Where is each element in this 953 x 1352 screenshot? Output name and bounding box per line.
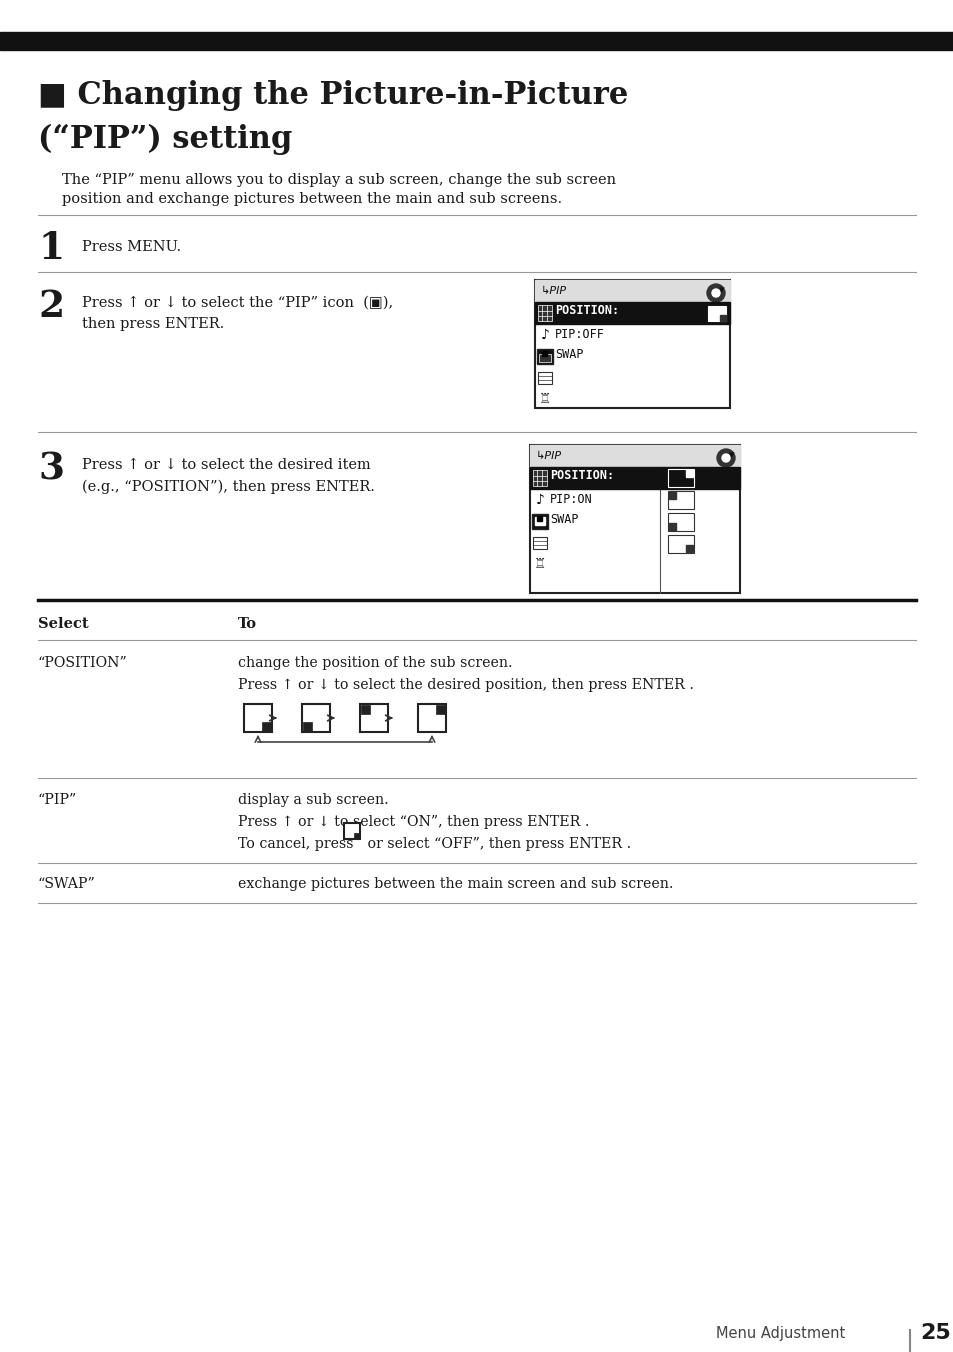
Text: Press ↑ or ↓ to select “ON”, then press ENTER .: Press ↑ or ↓ to select “ON”, then press … bbox=[237, 815, 589, 829]
Text: Press MENU.: Press MENU. bbox=[82, 241, 181, 254]
Text: ♖: ♖ bbox=[534, 557, 546, 571]
Text: ♖: ♖ bbox=[538, 392, 551, 406]
Text: PIP:ON: PIP:ON bbox=[550, 493, 592, 506]
Text: Press ↑ or ↓ to select the desired item
(e.g., “POSITION”), then press ENTER.: Press ↑ or ↓ to select the desired item … bbox=[82, 458, 375, 493]
Text: ↳PIP: ↳PIP bbox=[540, 287, 566, 296]
Bar bbox=[667, 491, 693, 508]
Text: PIP:OFF: PIP:OFF bbox=[555, 329, 604, 341]
Text: 1: 1 bbox=[38, 230, 64, 266]
Bar bbox=[303, 722, 312, 731]
Bar bbox=[667, 512, 693, 531]
Text: ▾: ▾ bbox=[729, 450, 734, 460]
Bar bbox=[668, 523, 676, 530]
Bar bbox=[530, 445, 740, 594]
Bar bbox=[532, 514, 547, 529]
Text: change the position of the sub screen.: change the position of the sub screen. bbox=[237, 656, 512, 671]
Text: POSITION:: POSITION: bbox=[555, 304, 618, 316]
Bar bbox=[354, 833, 358, 838]
Text: “PIP”: “PIP” bbox=[38, 794, 77, 807]
Text: “POSITION”: “POSITION” bbox=[38, 656, 128, 671]
Bar bbox=[668, 492, 676, 499]
Bar bbox=[244, 704, 272, 731]
Bar bbox=[537, 372, 552, 384]
Bar bbox=[537, 349, 553, 364]
Bar bbox=[530, 466, 659, 489]
Text: 25: 25 bbox=[919, 1324, 950, 1343]
Bar bbox=[359, 704, 388, 731]
Text: 3: 3 bbox=[38, 450, 64, 487]
Text: “SWAP”: “SWAP” bbox=[38, 877, 95, 891]
Bar bbox=[344, 823, 359, 840]
Bar bbox=[659, 466, 740, 489]
Bar bbox=[533, 537, 546, 549]
Text: Select: Select bbox=[38, 617, 89, 631]
Bar bbox=[667, 469, 693, 487]
Bar bbox=[720, 315, 725, 320]
Bar bbox=[417, 704, 446, 731]
Bar bbox=[538, 354, 551, 362]
Text: ♪: ♪ bbox=[536, 493, 544, 507]
Bar bbox=[535, 280, 729, 301]
Text: Press ↑ or ↓ to select the “PIP” icon  (▣),
then press ENTER.: Press ↑ or ↓ to select the “PIP” icon (▣… bbox=[82, 296, 393, 331]
Text: Menu Adjustment: Menu Adjustment bbox=[716, 1326, 844, 1341]
Circle shape bbox=[711, 289, 720, 297]
Text: Press ↑ or ↓ to select the desired position, then press ENTER .: Press ↑ or ↓ to select the desired posit… bbox=[237, 677, 693, 692]
Text: 2: 2 bbox=[38, 288, 64, 324]
Text: POSITION:: POSITION: bbox=[550, 469, 614, 483]
Bar bbox=[533, 470, 546, 485]
Bar bbox=[685, 470, 692, 477]
Text: SWAP: SWAP bbox=[550, 512, 578, 526]
Bar bbox=[535, 516, 544, 525]
Bar bbox=[685, 545, 692, 552]
Circle shape bbox=[717, 449, 734, 466]
Bar bbox=[262, 722, 271, 731]
Bar bbox=[707, 306, 725, 320]
Text: ↳PIP: ↳PIP bbox=[536, 452, 561, 461]
Text: or select “OFF”, then press ENTER .: or select “OFF”, then press ENTER . bbox=[363, 837, 631, 850]
Text: ■ Changing the Picture-in-Picture: ■ Changing the Picture-in-Picture bbox=[38, 80, 628, 111]
Bar bbox=[535, 301, 729, 324]
Text: exchange pictures between the main screen and sub screen.: exchange pictures between the main scree… bbox=[237, 877, 673, 891]
Bar bbox=[360, 704, 370, 714]
Circle shape bbox=[706, 284, 724, 301]
Text: To: To bbox=[237, 617, 256, 631]
Bar bbox=[541, 352, 546, 356]
Bar bbox=[535, 280, 729, 408]
Text: To cancel, press: To cancel, press bbox=[237, 837, 357, 850]
Bar bbox=[436, 704, 444, 714]
Bar bbox=[537, 306, 552, 320]
Circle shape bbox=[721, 454, 729, 462]
Bar bbox=[667, 535, 693, 553]
Bar bbox=[537, 516, 541, 521]
Bar bbox=[530, 445, 740, 466]
Bar bbox=[0, 32, 953, 50]
Text: ▾: ▾ bbox=[719, 285, 724, 295]
Bar bbox=[302, 704, 330, 731]
Text: ♪: ♪ bbox=[540, 329, 549, 342]
Text: SWAP: SWAP bbox=[555, 347, 583, 361]
Text: (“PIP”) setting: (“PIP”) setting bbox=[38, 124, 292, 155]
Text: display a sub screen.: display a sub screen. bbox=[237, 794, 388, 807]
Text: The “PIP” menu allows you to display a sub screen, change the sub screen
positio: The “PIP” menu allows you to display a s… bbox=[62, 173, 616, 207]
